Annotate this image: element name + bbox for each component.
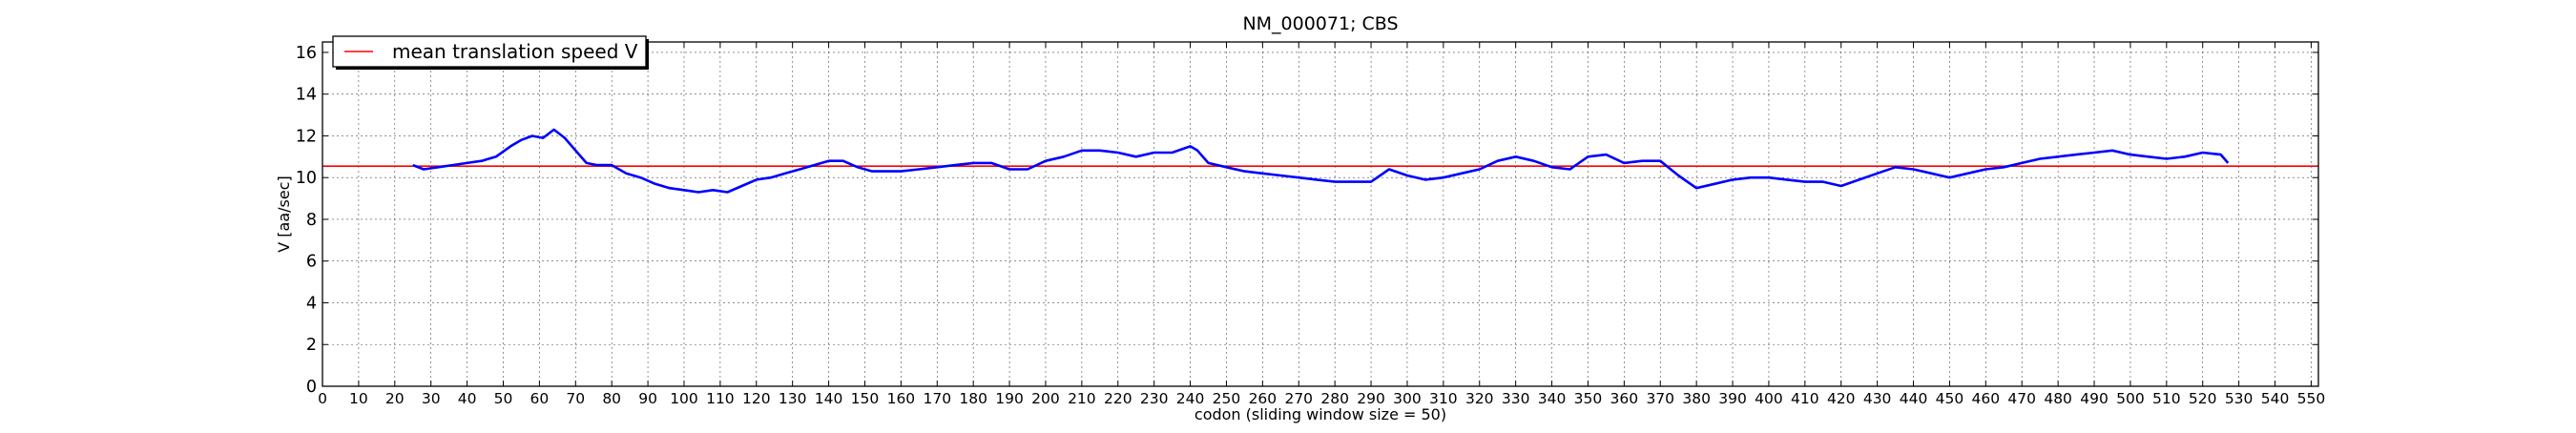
x-tick-label: 220 [1104, 390, 1132, 407]
chart-title: NM_000071; CBS [1242, 13, 1398, 34]
x-tick-label: 70 [566, 390, 585, 407]
x-tick-label: 290 [1357, 390, 1385, 407]
x-tick-label: 20 [385, 390, 405, 407]
grid [322, 42, 2318, 387]
series-layer [412, 128, 2230, 194]
x-tick-label: 10 [349, 390, 368, 407]
x-tick-label: 410 [1791, 390, 1819, 407]
y-tick-label: 16 [296, 44, 317, 63]
x-tick-label: 240 [1176, 390, 1205, 407]
x-tick-label: 140 [815, 390, 843, 407]
y-tick-label: 0 [306, 378, 317, 397]
y-tick-label: 2 [306, 336, 317, 355]
x-tick-label: 150 [851, 390, 880, 407]
x-tick-label: 530 [2225, 390, 2254, 407]
y-tick-label: 14 [296, 86, 317, 105]
x-tick-label: 230 [1140, 390, 1169, 407]
legend-box [332, 35, 647, 68]
x-tick-label: 200 [1031, 390, 1060, 407]
x-tick-label: 180 [959, 390, 987, 407]
x-tick-label: 400 [1755, 390, 1783, 407]
x-tick-label: 170 [923, 390, 951, 407]
x-axis-label: codon (sliding window size = 50) [1195, 405, 1446, 423]
y-tick-label: 12 [296, 127, 317, 146]
x-tick-label: 420 [1827, 390, 1856, 407]
x-tick-label: 270 [1284, 390, 1313, 407]
x-tick-label: 360 [1610, 390, 1639, 407]
y-tick-label: 4 [306, 294, 317, 313]
x-tick-label: 250 [1213, 390, 1241, 407]
x-tick-label: 30 [422, 390, 441, 407]
ticks: 0 10 20 30 40 50 60 70 80 90 100 110 120 130 140 150 160… [296, 42, 2325, 407]
x-tick-label: 80 [602, 390, 621, 407]
y-axis-label: V [aa/sec] [275, 175, 293, 253]
x-tick-label: 210 [1068, 390, 1096, 407]
translation-speed-series-line [412, 128, 2230, 194]
x-tick-label: 430 [1863, 390, 1892, 407]
y-tick-label: 8 [306, 211, 317, 230]
x-tick-label: 330 [1502, 390, 1530, 407]
x-tick-label: 390 [1718, 390, 1747, 407]
x-tick-label: 460 [1972, 390, 2001, 407]
x-tick-label: 370 [1646, 390, 1674, 407]
legend: mean translation speed V [332, 35, 649, 70]
x-tick-label: 440 [1900, 390, 1928, 407]
x-tick-label: 540 [2261, 390, 2290, 407]
x-tick-label: 160 [887, 390, 916, 407]
x-tick-label: 320 [1465, 390, 1494, 407]
x-tick-label: 110 [706, 390, 735, 407]
x-tick-label: 50 [494, 390, 513, 407]
x-tick-label: 40 [458, 390, 477, 407]
y-tick-label: 6 [306, 253, 317, 272]
x-tick-label: 190 [995, 390, 1024, 407]
x-tick-label: 280 [1320, 390, 1349, 407]
legend-entry-mean-translation-speed: mean translation speed V [392, 40, 638, 63]
plot-frame [322, 41, 2319, 387]
x-tick-label: 300 [1393, 390, 1422, 407]
y-tick-label: 10 [296, 169, 317, 188]
x-tick-label: 470 [2007, 390, 2036, 407]
x-tick-label: 550 [2297, 390, 2326, 407]
x-tick-label: 450 [1936, 390, 1964, 407]
x-tick-label: 480 [2044, 390, 2072, 407]
x-tick-label: 0 [318, 390, 327, 407]
x-tick-label: 120 [742, 390, 771, 407]
x-tick-label: 90 [638, 390, 657, 407]
x-tick-label: 510 [2152, 390, 2181, 407]
x-tick-label: 380 [1682, 390, 1711, 407]
x-tick-label: 260 [1249, 390, 1278, 407]
x-tick-label: 500 [2116, 390, 2145, 407]
x-tick-label: 490 [2080, 390, 2109, 407]
x-tick-label: 130 [779, 390, 807, 407]
x-tick-label: 310 [1429, 390, 1458, 407]
x-tick-label: 520 [2189, 390, 2217, 407]
x-tick-label: 60 [530, 390, 550, 407]
x-tick-label: 340 [1538, 390, 1567, 407]
x-tick-label: 350 [1574, 390, 1603, 407]
x-tick-label: 100 [670, 390, 698, 407]
